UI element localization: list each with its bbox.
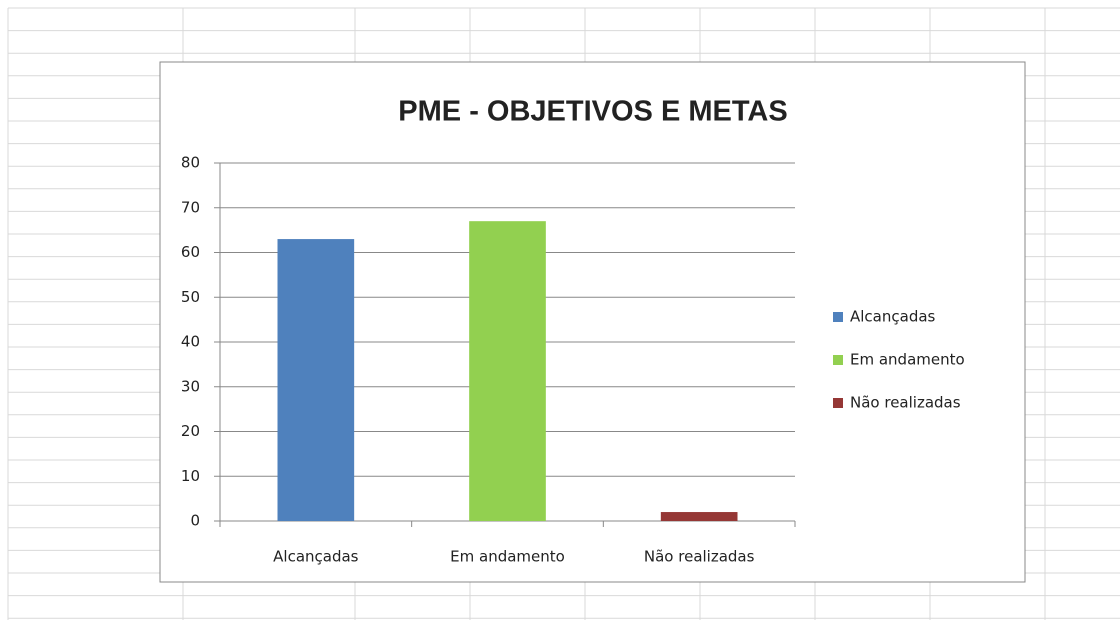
legend-label: Em andamento — [850, 351, 965, 369]
y-tick-label: 80 — [181, 154, 200, 172]
y-tick-label: 70 — [181, 198, 200, 216]
x-tick-label: Em andamento — [450, 548, 565, 566]
x-tick-label: Não realizadas — [644, 548, 755, 566]
y-tick-label: 30 — [181, 377, 200, 395]
bar — [660, 512, 738, 521]
chart-title: PME - OBJETIVOS E METAS — [398, 96, 787, 128]
legend-swatch — [833, 312, 843, 322]
y-tick-label: 20 — [181, 422, 200, 440]
legend-label: Não realizadas — [850, 394, 961, 412]
y-tick-label: 0 — [190, 512, 200, 530]
x-tick-label: Alcançadas — [273, 548, 359, 566]
legend-swatch — [833, 398, 843, 408]
legend-swatch — [833, 355, 843, 365]
y-tick-label: 50 — [181, 288, 200, 306]
y-tick-label: 60 — [181, 243, 200, 261]
y-tick-label: 40 — [181, 333, 200, 351]
legend-label: Alcançadas — [850, 308, 936, 326]
bar — [277, 239, 355, 521]
y-tick-label: 10 — [181, 467, 200, 485]
bar — [469, 221, 546, 522]
